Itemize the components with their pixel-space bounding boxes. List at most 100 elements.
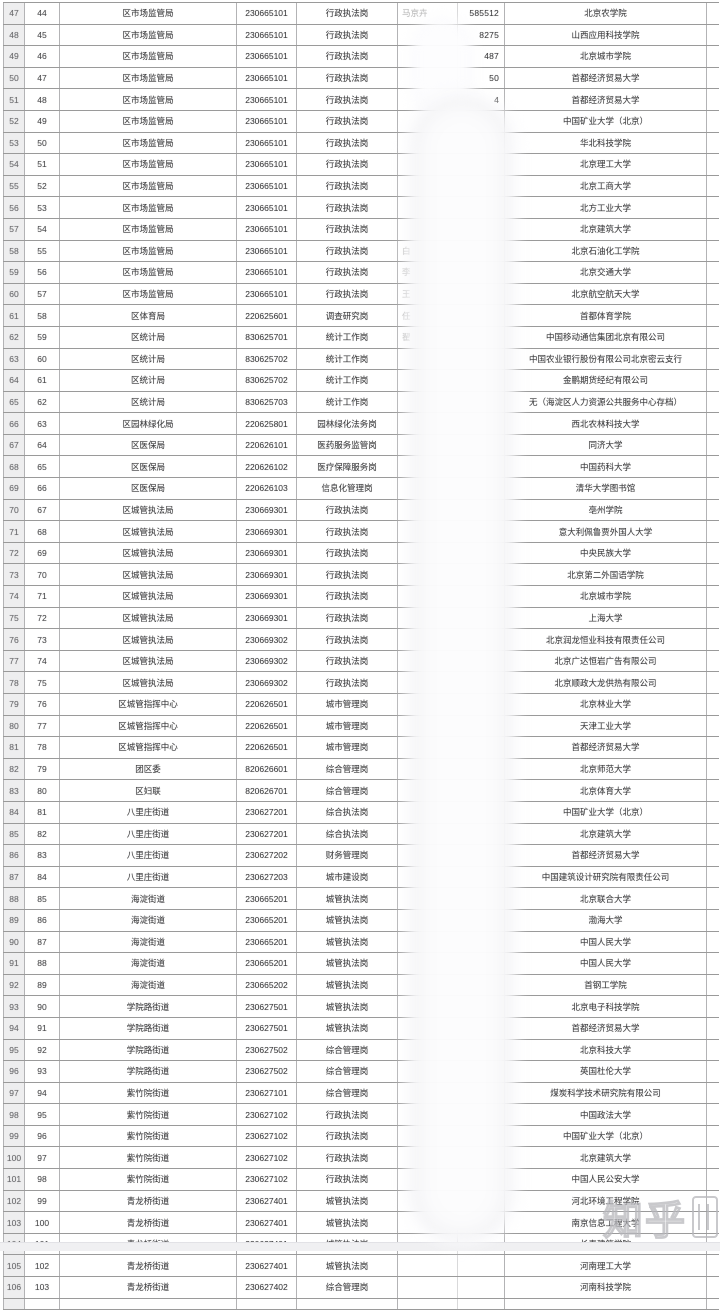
table-row: 71 68 区城管执法局 230669301 行政执法岗 意大利佩鲁贾外国人大学 — [3, 521, 719, 543]
row-index-cell: 105 — [3, 1255, 25, 1277]
edge-cell — [707, 1061, 719, 1082]
position-title-cell: 园林绿化法务岗 — [297, 413, 398, 434]
edge-cell — [707, 478, 719, 499]
edge-cell — [707, 327, 719, 348]
department-cell: 区统计局 — [60, 348, 237, 370]
seq-number-cell: 46 — [25, 46, 60, 67]
row-index-cell: 85 — [3, 823, 25, 845]
position-code-cell: 230665101 — [237, 218, 297, 240]
seq-number-cell: 64 — [25, 434, 60, 456]
number-cell — [458, 370, 505, 391]
seq-number-cell: 73 — [25, 629, 60, 650]
edge-cell — [707, 370, 719, 391]
table-row: 47 44 区市场监管局 230665101 行政执法岗 马京卉 585512 北京农学院 — [3, 3, 719, 25]
table-row: 84 81 八里庄街道 230627201 综合执法岗 中国矿业大学（北京） — [3, 801, 719, 824]
number-cell — [458, 996, 505, 1017]
position-code-cell: 220626501 — [237, 737, 297, 758]
number-cell — [458, 1169, 505, 1190]
row-index-cell: 54 — [3, 154, 25, 175]
page-bottom-strip — [0, 1242, 720, 1251]
table-row: 57 54 区市场监管局 230665101 行政执法岗 北京建筑大学 — [3, 218, 719, 241]
number-cell — [458, 715, 505, 737]
row-index-cell: 73 — [3, 564, 25, 586]
position-title-cell: 城市建设岗 — [297, 866, 398, 888]
school-cell: 华北科技学院 — [505, 132, 707, 154]
row-index-cell: 82 — [3, 758, 25, 780]
candidate-name-cell — [398, 888, 458, 909]
school-cell: 北京顺政大龙供热有限公司 — [505, 672, 707, 693]
row-index-cell: 55 — [3, 175, 25, 197]
seq-number-cell: 55 — [25, 240, 60, 262]
number-cell: 487 — [458, 46, 505, 67]
edge-cell — [707, 262, 719, 283]
row-index-cell: 95 — [3, 1039, 25, 1061]
position-title-cell: 行政执法岗 — [297, 1104, 398, 1125]
school-cell: 天津工业大学 — [505, 715, 707, 737]
number-cell — [458, 262, 505, 283]
number-cell — [458, 1255, 505, 1277]
number-cell — [458, 1017, 505, 1039]
number-cell — [458, 1039, 505, 1061]
position-code-cell: 230669301 — [237, 499, 297, 521]
position-code-cell: 230669302 — [237, 650, 297, 672]
position-code-cell: 820626601 — [237, 758, 297, 780]
seq-number-cell: 92 — [25, 1039, 60, 1061]
table-row: 80 77 区城管指挥中心 220626501 城市管理岗 天津工业大学 — [3, 715, 719, 738]
number-cell — [458, 672, 505, 693]
school-cell: 中国矿业大学（北京） — [505, 801, 707, 823]
candidate-name-cell — [398, 456, 458, 478]
table-row: 100 97 紫竹院街道 230627102 行政执法岗 北京建筑大学 — [3, 1147, 719, 1170]
position-code-cell: 230627501 — [237, 996, 297, 1017]
position-code-cell: 230665101 — [237, 240, 297, 262]
row-index-cell: 70 — [3, 499, 25, 521]
school-cell: 北方工业大学 — [505, 197, 707, 218]
school-cell: 首都经济贸易大学 — [505, 845, 707, 866]
candidate-name-cell — [398, 1017, 458, 1039]
edge-cell — [707, 1083, 719, 1104]
table-row: 102 99 青龙桥街道 230627401 城管执法岗 河北环境工程学院 — [3, 1190, 719, 1213]
edge-cell — [707, 133, 719, 154]
candidate-name-cell — [398, 1212, 458, 1233]
edge-cell — [707, 3, 719, 24]
seq-number-cell: 62 — [25, 391, 60, 413]
table-row: 103 100 青龙桥街道 230627401 城管执法岗 南京信息工程大学 — [3, 1212, 719, 1234]
department-cell: 八里庄街道 — [60, 866, 237, 888]
position-code-cell: 230665101 — [237, 197, 297, 218]
department-cell: 团区委 — [60, 758, 237, 780]
position-code-cell: 230665202 — [237, 974, 297, 996]
position-code-cell: 230627201 — [237, 823, 297, 845]
edge-cell — [707, 1191, 719, 1212]
candidate-name-cell — [398, 564, 458, 586]
seq-number-cell: 100 — [25, 1212, 60, 1233]
number-cell — [458, 629, 505, 650]
row-index-cell: 76 — [3, 629, 25, 650]
candidate-name-cell — [398, 110, 458, 132]
table-row: 95 92 学院路街道 230627502 综合管理岗 北京科技大学 — [3, 1039, 719, 1062]
table-row: 76 73 区城管执法局 230669302 行政执法岗 北京润龙恒业科技有限责任公司 — [3, 629, 719, 651]
department-cell: 海淀街道 — [60, 974, 237, 996]
position-code-cell: 220625801 — [237, 413, 297, 434]
number-cell — [458, 542, 505, 564]
position-title-cell: 行政执法岗 — [297, 542, 398, 564]
edge-cell — [707, 586, 719, 607]
school-cell: 中国政法大学 — [505, 1104, 707, 1125]
seq-number-cell: 78 — [25, 737, 60, 758]
number-cell — [458, 1061, 505, 1082]
table-row: 69 66 区医保局 220626103 信息化管理岗 清华大学图书馆 — [3, 478, 719, 500]
position-title-cell: 综合执法岗 — [297, 801, 398, 823]
candidate-name-cell — [398, 909, 458, 931]
school-cell: 清华大学图书馆 — [505, 478, 707, 499]
position-title-cell: 行政执法岗 — [297, 175, 398, 197]
seq-number-cell: 74 — [25, 650, 60, 672]
candidate-name-cell: 王 — [398, 283, 458, 305]
number-cell — [458, 154, 505, 175]
position-title-cell: 城市管理岗 — [297, 715, 398, 737]
position-title-cell: 综合管理岗 — [297, 1061, 398, 1082]
school-cell: 中国移动通信集团北京有限公司 — [505, 326, 707, 348]
school-cell: 中央民族大学 — [505, 542, 707, 564]
position-code-cell: 230627402 — [237, 1277, 297, 1298]
table-row: 75 72 区城管执法局 230669301 行政执法岗 上海大学 — [3, 607, 719, 630]
edge-cell — [707, 910, 719, 931]
edge-cell — [707, 996, 719, 1017]
department-cell: 紫竹院街道 — [60, 1104, 237, 1125]
